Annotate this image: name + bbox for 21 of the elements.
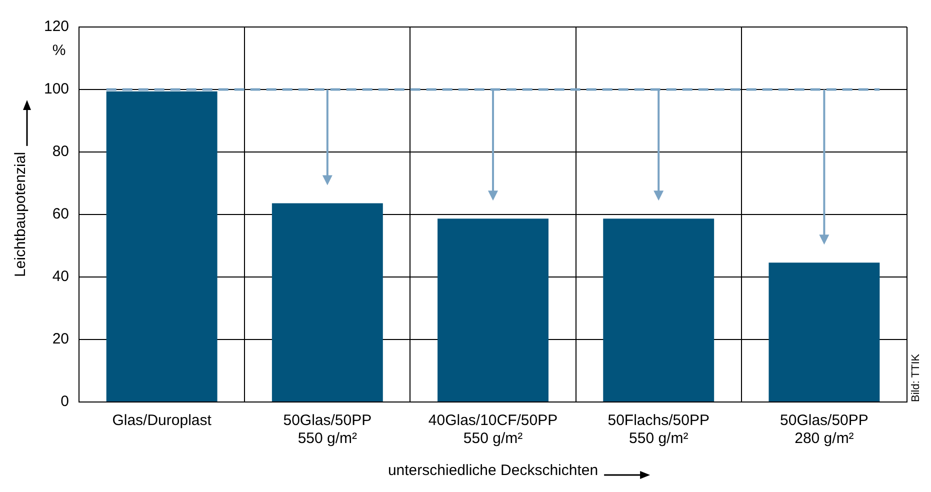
y-tick-label: 40	[52, 268, 70, 286]
bar	[768, 262, 880, 402]
y-tick-label: 0	[60, 393, 70, 410]
bar	[438, 218, 548, 402]
x-tick-label: 50Glas/50PP 280 g/m²	[780, 412, 868, 448]
x-tick-label: 40Glas/10CF/50PP 550 g/m²	[428, 412, 558, 448]
text: %	[52, 42, 66, 59]
x-tick-label: 50Glas/50PP 550 g/m²	[283, 412, 372, 448]
x-tick-label: 50Flachs/50PP 550 g/m²	[608, 412, 710, 448]
y-tick-label: 60	[52, 206, 70, 223]
y-tick-label: 80	[52, 143, 70, 160]
y-tick-label: 120	[44, 18, 70, 36]
y-axis-title: Leichtbaupotenzial	[12, 152, 30, 278]
bar	[272, 203, 383, 402]
x-tick-label: Glas/Duroplast	[112, 412, 212, 430]
bar	[603, 218, 714, 402]
y-tick-label: 20	[52, 330, 70, 348]
x-axis-title: unterschiedliche Deckschichten	[388, 462, 598, 480]
y-tick-label: 100	[44, 80, 70, 98]
text: Bild: TTIK	[910, 353, 922, 402]
bar	[106, 91, 218, 402]
